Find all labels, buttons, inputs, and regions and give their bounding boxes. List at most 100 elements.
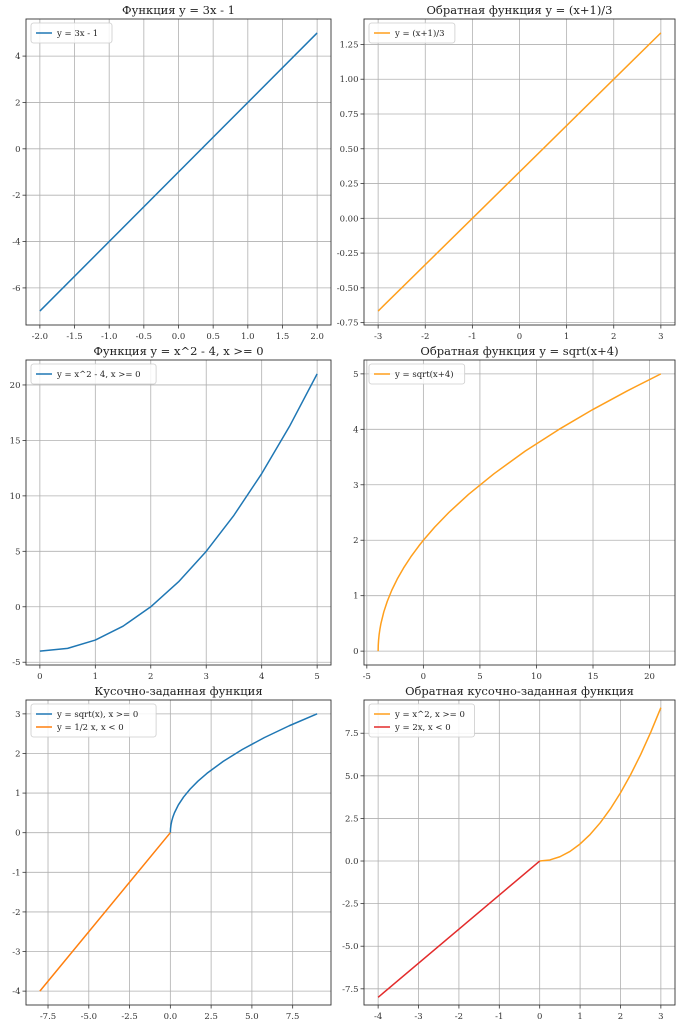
series-line-1 <box>39 32 318 312</box>
legend-box <box>368 363 466 385</box>
x-tick-label: 1 <box>93 672 98 682</box>
legend: y = x^2 - 4, x >= 0 <box>30 363 157 385</box>
x-tick-label: -0.5 <box>136 332 152 342</box>
legend-box <box>30 703 157 738</box>
y-tick-label: 5 <box>353 370 358 380</box>
y-tick-label: -5 <box>12 658 20 668</box>
y-tick-label: -4 <box>12 238 20 248</box>
legend-label: y = x^2 - 4, x >= 0 <box>56 370 141 380</box>
y-tick-label: 5 <box>15 547 20 557</box>
x-tick-label: 20 <box>644 672 655 682</box>
x-tick-label: -7.5 <box>40 1012 56 1022</box>
y-tick-label: 3 <box>15 710 20 720</box>
x-tick-label: 0 <box>421 672 426 682</box>
x-tick-label: 3 <box>658 1012 663 1022</box>
series-line-1 <box>377 373 662 652</box>
x-tick-label: -2.5 <box>121 1012 137 1022</box>
legend-box <box>368 22 456 44</box>
legend-label: y = (x+1)/3 <box>394 28 445 39</box>
chart-4: -5 0 5 10 15 20 0 1 2 3 4 5 Обратная функция y = sqr… <box>353 344 676 682</box>
y-tick-label: -1 <box>12 868 20 878</box>
y-tick-label: 0 <box>353 647 358 657</box>
chart-title: Функция y = x^2 - 4, x >= 0 <box>93 344 263 358</box>
x-tick-label: 0.0 <box>164 1012 178 1022</box>
chart-title: Функция y = 3x - 1 <box>122 3 235 17</box>
x-tick-label: 5 <box>477 672 482 682</box>
y-tick-label: 0.0 <box>345 857 359 867</box>
x-tick-label: 2 <box>148 672 153 682</box>
legend-label: y = 2x, x < 0 <box>394 723 451 733</box>
y-tick-label: 0.25 <box>340 180 359 190</box>
x-tick-label: -2.0 <box>32 332 48 342</box>
legend-box <box>30 363 157 385</box>
y-tick-label: 1.25 <box>340 40 359 50</box>
chart-3: 0 1 2 3 4 5 -5 0 5 10 15 20 Функция y = x^2 - 4, x >… <box>10 344 332 682</box>
series-line-1 <box>39 373 318 652</box>
y-tick-label: 1.00 <box>340 75 359 85</box>
chart-5: -7.5 -5.0 -2.5 0.0 2.5 5.0 7.5 -4 -3 -2 -1 0 1 2 3 Кусо… <box>12 684 332 1022</box>
y-tick-label: 0 <box>15 145 20 155</box>
x-tick-label: 2 <box>618 1012 623 1022</box>
y-tick-label: -3 <box>12 948 20 958</box>
x-tick-label: 0 <box>537 1012 542 1022</box>
x-tick-label: -1 <box>495 1012 503 1022</box>
x-tick-label: -4 <box>374 1012 382 1022</box>
y-tick-label: 1 <box>15 789 20 799</box>
x-tick-label: 15 <box>588 672 599 682</box>
x-tick-label: 0.5 <box>206 332 220 342</box>
x-tick-label: -1.5 <box>66 332 82 342</box>
y-tick-label: 4 <box>353 425 358 435</box>
series-line-1 <box>169 713 318 833</box>
y-tick-label: -2 <box>12 191 20 201</box>
x-tick-label: 2 <box>611 332 616 342</box>
legend: y = 3x - 1 <box>30 22 113 44</box>
x-tick-label: -3 <box>374 332 382 342</box>
y-tick-label: 2 <box>353 536 358 546</box>
series-line-1 <box>539 707 662 862</box>
legend: y = sqrt(x), x >= 0 y = 1/2 x, x < 0 <box>30 703 157 738</box>
chart-title: Кусочно-заданная функция <box>94 684 262 698</box>
series-line-1 <box>377 32 662 312</box>
y-tick-label: 0.50 <box>340 145 359 155</box>
y-tick-label: -4 <box>12 987 20 997</box>
x-tick-label: 0.0 <box>172 332 186 342</box>
plot-frame <box>363 359 676 666</box>
chart-title: Обратная функция y = sqrt(x+4) <box>420 344 618 358</box>
plot-frame <box>363 699 676 1006</box>
y-tick-label: 3 <box>353 481 358 491</box>
y-tick-label: 0 <box>15 603 20 613</box>
plot-frame <box>25 359 332 666</box>
x-tick-label: -1.0 <box>101 332 117 342</box>
y-tick-label: -5.0 <box>342 942 358 952</box>
x-tick-label: 1.5 <box>276 332 290 342</box>
plot-frame <box>25 699 332 1006</box>
chart-title: Обратная кусочно-заданная функция <box>405 684 634 698</box>
x-tick-label: 1 <box>577 1012 582 1022</box>
y-tick-label: 2 <box>15 98 20 108</box>
x-tick-label: 3 <box>204 672 209 682</box>
legend-label: y = 3x - 1 <box>56 29 98 39</box>
y-tick-label: -0.50 <box>337 284 359 294</box>
x-tick-label: 5 <box>314 672 319 682</box>
y-tick-label: 2.5 <box>345 814 359 824</box>
y-tick-label: 4 <box>15 52 20 62</box>
x-tick-label: 2.5 <box>204 1012 218 1022</box>
y-tick-label: -0.25 <box>337 249 359 259</box>
series-line-2 <box>377 860 541 998</box>
x-tick-label: 0 <box>37 672 42 682</box>
legend-box <box>368 703 475 738</box>
legend: y = x^2, x >= 0 y = 2x, x < 0 <box>368 703 475 738</box>
x-tick-label: -5.0 <box>81 1012 97 1022</box>
y-tick-label: 10 <box>10 492 21 502</box>
chart-2: -3 -2 -1 0 1 2 3 -0.75 -0.50 -0.25 0.00 0.25 0.50 0.7… <box>337 3 676 342</box>
y-tick-label: -0.75 <box>337 319 359 329</box>
x-tick-label: 5.0 <box>245 1012 259 1022</box>
x-tick-label: 2.0 <box>310 332 324 342</box>
y-tick-label: -7.5 <box>342 985 358 995</box>
chart-title: Обратная функция y = (x+1)/3 <box>427 3 613 17</box>
chart-6: -4 -3 -2 -1 0 1 2 3 -7.5 -5.0 -2.5 0.0 2.5 5.0 7.5 Обра… <box>342 684 676 1022</box>
legend-box <box>30 22 113 44</box>
y-tick-label: 7.5 <box>345 729 359 739</box>
y-tick-label: 0.00 <box>340 214 359 224</box>
legend-label: y = 1/2 x, x < 0 <box>56 723 124 733</box>
